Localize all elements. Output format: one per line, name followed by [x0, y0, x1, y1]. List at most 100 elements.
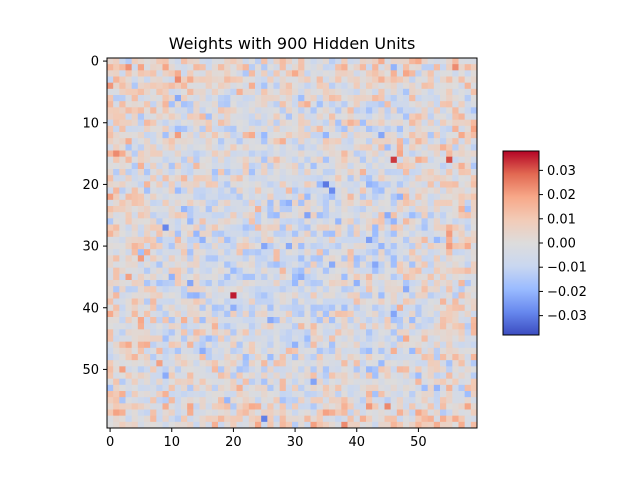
heatmap-cell: [347, 132, 355, 139]
heatmap-cell: [322, 366, 330, 373]
heatmap-cell: [316, 415, 324, 423]
heatmap-cell: [452, 76, 459, 84]
heatmap-cell: [156, 255, 163, 262]
heatmap-cell: [316, 169, 324, 176]
heatmap-cell: [144, 101, 151, 108]
heatmap-cell: [329, 323, 336, 330]
heatmap-cell: [415, 397, 422, 404]
heatmap-cell: [218, 230, 225, 238]
heatmap-cell: [298, 82, 305, 90]
heatmap-cell: [261, 415, 268, 423]
heatmap-cell: [415, 119, 422, 127]
heatmap-cell: [113, 224, 120, 232]
heatmap-cell: [298, 212, 305, 219]
heatmap-cell: [372, 224, 379, 232]
heatmap-cell: [427, 193, 435, 201]
heatmap-cell: [335, 76, 342, 84]
heatmap-cell: [359, 384, 367, 392]
heatmap-cell: [267, 95, 274, 102]
heatmap-cell: [285, 212, 293, 219]
heatmap-cell: [403, 236, 410, 244]
heatmap-cell: [131, 292, 139, 299]
heatmap-cell: [162, 107, 170, 114]
heatmap-cell: [322, 138, 330, 145]
heatmap-cell: [162, 273, 170, 281]
heatmap-cell: [390, 243, 398, 250]
heatmap-cell: [125, 403, 133, 410]
heatmap-cell: [440, 415, 447, 423]
heatmap-cell: [415, 212, 422, 219]
heatmap-cell: [335, 366, 342, 373]
heatmap-cell: [199, 218, 207, 225]
heatmap-cell: [255, 119, 262, 127]
heatmap-cell: [248, 384, 256, 392]
heatmap-cell: [150, 181, 157, 188]
heatmap-cell: [446, 119, 453, 127]
heatmap-cell: [125, 212, 133, 219]
heatmap-cell: [409, 187, 416, 195]
heatmap-cell: [316, 273, 324, 281]
heatmap-cell: [199, 125, 207, 133]
heatmap-cell: [458, 113, 466, 121]
heatmap-cell: [403, 273, 410, 281]
heatmap-cell: [168, 187, 176, 195]
heatmap-cell: [150, 58, 157, 65]
heatmap-cell: [205, 113, 213, 121]
heatmap-cell: [236, 267, 244, 275]
heatmap-cell: [131, 224, 139, 232]
heatmap-cell: [359, 70, 367, 77]
heatmap-cell: [359, 243, 367, 250]
heatmap-cell: [292, 162, 299, 170]
heatmap-cell: [125, 76, 133, 84]
heatmap-cell: [107, 391, 114, 398]
heatmap-cell: [174, 354, 182, 361]
heatmap-cell: [205, 273, 213, 281]
heatmap-cell: [452, 218, 459, 225]
heatmap-cell: [205, 261, 213, 269]
heatmap-cell: [144, 391, 151, 398]
heatmap-cell: [470, 323, 478, 330]
heatmap-cell: [409, 391, 416, 398]
heatmap-cell: [285, 76, 293, 84]
heatmap-cell: [181, 181, 188, 188]
heatmap-cell: [261, 70, 268, 77]
heatmap-cell: [230, 58, 237, 65]
heatmap-cell: [236, 113, 244, 121]
heatmap-cell: [224, 354, 231, 361]
heatmap-cell: [292, 378, 299, 386]
heatmap-cell: [131, 323, 139, 330]
heatmap-cell: [236, 415, 244, 423]
heatmap-cell: [168, 267, 176, 275]
heatmap-cell: [458, 341, 466, 349]
heatmap-cell: [218, 378, 225, 386]
heatmap-cell: [446, 76, 453, 84]
heatmap-cell: [230, 317, 237, 324]
heatmap-cell: [372, 391, 379, 398]
heatmap-cell: [187, 317, 194, 324]
heatmap-cell: [285, 249, 293, 256]
heatmap-cell: [218, 391, 225, 398]
heatmap-cell: [421, 162, 429, 170]
heatmap-cell: [310, 397, 318, 404]
heatmap-cell: [384, 212, 392, 219]
heatmap-cell: [267, 64, 274, 71]
heatmap-cell: [316, 95, 324, 102]
heatmap-cell: [347, 101, 355, 108]
heatmap-cell: [285, 150, 293, 158]
heatmap-cell: [230, 95, 237, 102]
heatmap-cell: [322, 212, 330, 219]
heatmap-cell: [421, 70, 429, 77]
heatmap-cell: [390, 421, 398, 429]
heatmap-cell: [119, 150, 126, 158]
heatmap-cell: [310, 329, 318, 336]
heatmap-cell: [427, 286, 435, 293]
heatmap-cell: [230, 372, 237, 380]
heatmap-cell: [255, 341, 262, 349]
heatmap-cell: [347, 58, 355, 65]
heatmap-cell: [341, 255, 348, 262]
heatmap-cell: [427, 88, 435, 96]
heatmap-cell: [384, 347, 392, 355]
heatmap-cell: [174, 341, 182, 349]
heatmap-cell: [255, 354, 262, 361]
heatmap-cell: [335, 169, 342, 176]
